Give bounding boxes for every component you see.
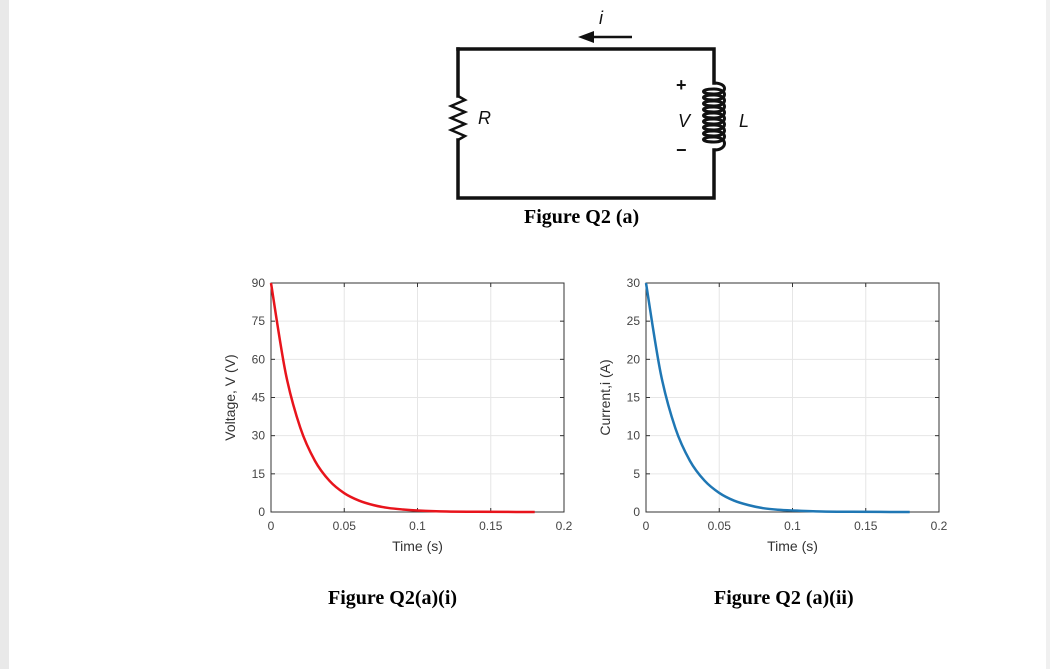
current-chart: 0 0.05 0.1 0.15 0.2 0 5 10 15 20 25 30 Time (s) Curre… <box>597 276 948 554</box>
voltage-y-axis-label: Voltage, V (V) <box>222 354 238 440</box>
circuit-wire-top <box>456 47 716 85</box>
current-ytick-label: 10 <box>627 429 641 443</box>
current-ytick-label: 15 <box>627 391 641 405</box>
voltage-xtick-label: 0 <box>268 519 275 533</box>
current-label: i <box>599 8 604 28</box>
current-arrow <box>578 31 632 43</box>
voltage-xtick-label: 0.2 <box>556 519 573 533</box>
current-ytick-label: 30 <box>627 276 641 290</box>
current-series-line <box>644 282 910 514</box>
resistor-label: R <box>478 108 491 128</box>
current-xtick-label: 0.2 <box>931 519 948 533</box>
inductor-symbol <box>702 81 726 152</box>
voltage-ytick-label: 30 <box>252 429 266 443</box>
voltage-ytick-label: 45 <box>252 391 266 405</box>
voltage-plot-frame <box>270 282 565 513</box>
current-xtick-label: 0.05 <box>708 519 732 533</box>
voltage-chart: 0 0.05 0.1 0.15 0.2 0 15 30 45 60 75 90 Time (s) Volt… <box>222 276 573 554</box>
resistor-symbol <box>447 94 469 142</box>
current-figure-caption: Figure Q2 (a)(ii) <box>714 587 854 609</box>
voltage-label: V <box>678 111 692 131</box>
voltage-xtick-label: 0.1 <box>409 519 426 533</box>
current-xtick-label: 0.15 <box>854 519 878 533</box>
page-margin-left <box>0 0 9 669</box>
voltage-x-axis-label: Time (s) <box>392 538 443 554</box>
voltage-minus: − <box>676 140 687 160</box>
voltage-xtick-label: 0.05 <box>333 519 357 533</box>
current-xtick-label: 0 <box>643 519 650 533</box>
current-y-axis-label: Current,i (A) <box>597 359 613 435</box>
current-ytick-label: 0 <box>633 505 640 519</box>
voltage-figure-caption: Figure Q2(a)(i) <box>328 587 458 609</box>
current-ytick-label: 5 <box>633 467 640 481</box>
current-plot-frame <box>645 282 940 513</box>
voltage-xtick-label: 0.15 <box>479 519 503 533</box>
current-x-axis-label: Time (s) <box>767 538 818 554</box>
voltage-ytick-label: 90 <box>252 276 266 290</box>
voltage-ytick-label: 60 <box>252 352 266 366</box>
voltage-ytick-label: 75 <box>252 314 266 328</box>
inductor-label: L <box>739 111 749 131</box>
circuit-caption: Figure Q2 (a) <box>524 206 640 228</box>
current-xtick-label: 0.1 <box>784 519 801 533</box>
page-margin-right <box>1046 0 1050 669</box>
voltage-plus: + <box>676 75 687 95</box>
voltage-series-line <box>269 282 535 514</box>
current-ytick-label: 25 <box>627 314 641 328</box>
current-ytick-label: 20 <box>627 352 641 366</box>
rl-circuit-diagram: i R + V − L <box>447 8 749 200</box>
voltage-ytick-label: 0 <box>258 505 265 519</box>
voltage-ytick-label: 15 <box>252 467 266 481</box>
circuit-wire-bottom <box>456 138 716 200</box>
